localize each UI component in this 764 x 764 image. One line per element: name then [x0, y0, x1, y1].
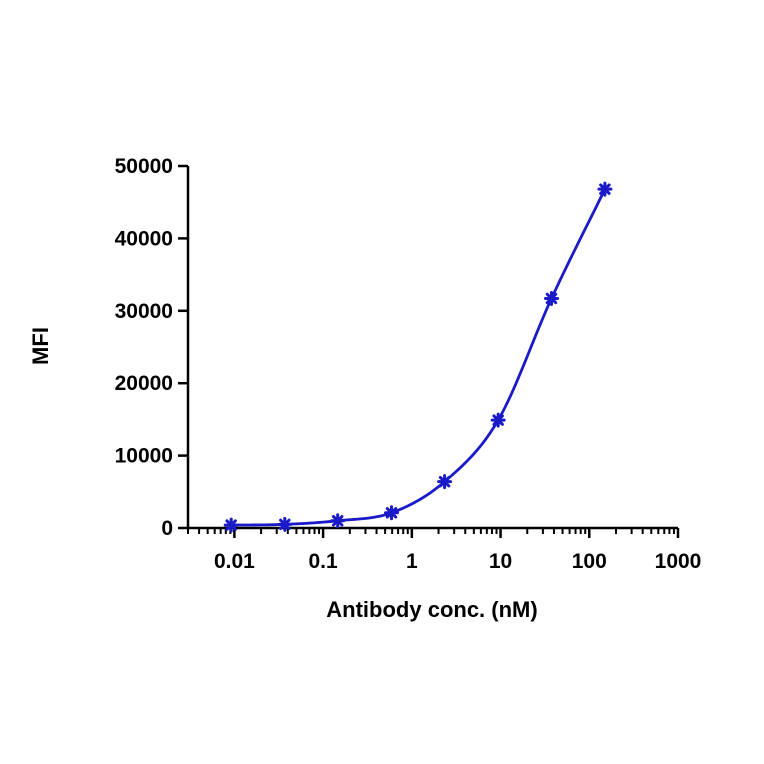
y-tick-label: 0 — [161, 517, 173, 540]
y-tick-label: 30000 — [115, 300, 173, 323]
data-point — [543, 290, 559, 306]
asterisk-stroke — [331, 515, 344, 527]
y-tick-label: 40000 — [115, 227, 173, 250]
asterisk-stroke — [385, 507, 398, 519]
x-ticks: 0.01 0.1 1 10 100 1000 — [187, 528, 702, 573]
x-tick-label: 0.01 — [214, 550, 255, 573]
data-point — [597, 181, 613, 197]
fit-curve — [231, 188, 607, 527]
x-tick-label: 0.1 — [309, 550, 339, 573]
data-point — [490, 412, 506, 428]
x-tick-label: 100 — [572, 550, 607, 573]
x-tick-label: 1000 — [655, 550, 702, 573]
x-tick-label: 1 — [406, 550, 418, 573]
asterisk-stroke — [225, 519, 237, 531]
x-axis: 0.01 0.1 1 10 100 1000 — [187, 526, 702, 573]
y-ticks: 0 10000 20000 30000 40000 50000 — [115, 155, 188, 540]
data-point — [277, 516, 293, 532]
data-point — [223, 517, 239, 533]
y-tick-label: 50000 — [115, 155, 173, 178]
x-axis-title: Antibody conc. (nM) — [326, 597, 537, 622]
asterisk-stroke — [492, 414, 504, 426]
asterisk-stroke — [545, 292, 558, 305]
series-layer — [223, 181, 613, 533]
y-tick-label: 20000 — [115, 372, 173, 395]
y-tick-label: 10000 — [115, 445, 173, 468]
asterisk-stroke — [599, 183, 611, 195]
asterisk-stroke — [438, 475, 451, 488]
data-point — [384, 505, 399, 521]
y-axis-title: MFI — [28, 327, 53, 365]
asterisk-stroke — [279, 518, 291, 531]
x-tick-label: 10 — [489, 550, 512, 573]
data-point — [330, 513, 346, 529]
data-point — [437, 474, 453, 490]
y-axis: 0 10000 20000 30000 40000 50000 — [115, 155, 190, 540]
